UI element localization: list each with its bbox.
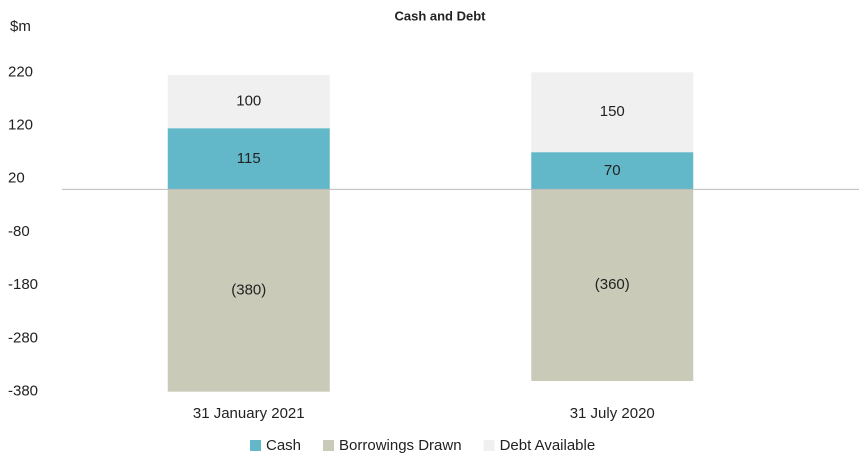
bar-segment [167, 128, 330, 190]
y-axis-label: $m [10, 18, 31, 35]
value-label: (360) [595, 276, 630, 293]
bar-segment [167, 74, 330, 129]
y-tick-label: 120 [8, 117, 33, 134]
bar-segment [531, 189, 694, 382]
chart-title: Cash and Debt [394, 8, 486, 23]
y-tick-label: -180 [8, 276, 38, 293]
y-tick-label: 20 [8, 170, 25, 187]
bar-segment [167, 189, 330, 392]
x-tick-label: 31 July 2020 [570, 405, 655, 422]
legend-label: Borrowings Drawn [339, 437, 462, 454]
bar-segment [531, 152, 694, 190]
legend-swatch [483, 440, 495, 451]
value-label: 70 [604, 162, 621, 179]
value-label: 115 [237, 150, 261, 167]
y-tick-label: -280 [8, 329, 38, 346]
legend-label: Debt Available [500, 437, 596, 454]
y-tick-label: -80 [8, 223, 30, 240]
value-label: (380) [231, 282, 266, 299]
bar-segment [531, 72, 694, 153]
legend-swatch [323, 440, 335, 451]
legend-swatch [250, 440, 261, 451]
legend-label: Cash [266, 437, 301, 454]
x-tick-label: 31 January 2021 [193, 405, 305, 422]
y-tick-label: -380 [8, 383, 38, 400]
value-label: 150 [600, 103, 625, 120]
y-tick-label: 220 [8, 63, 33, 80]
value-label: 100 [236, 93, 261, 110]
